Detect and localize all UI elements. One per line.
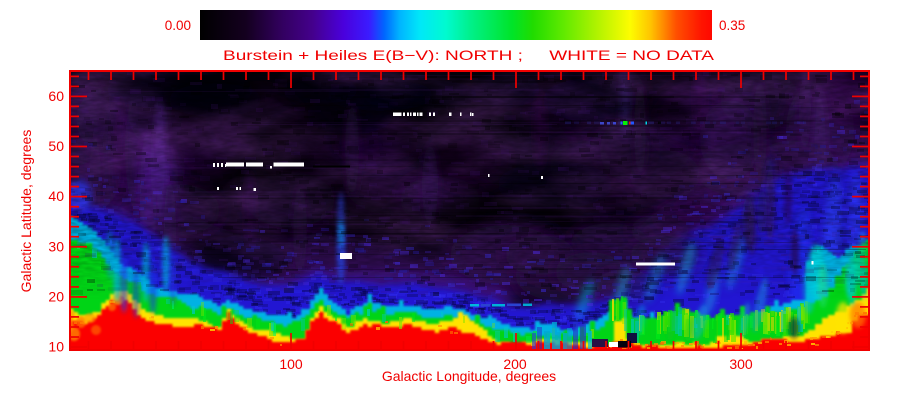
svg-text:40: 40: [48, 188, 64, 204]
svg-text:Galactic Latitude, degrees: Galactic Latitude, degrees: [18, 130, 34, 293]
svg-text:50: 50: [48, 138, 64, 154]
svg-text:20: 20: [48, 288, 64, 304]
svg-text:10: 10: [48, 339, 64, 355]
svg-text:30: 30: [48, 238, 64, 254]
svg-text:300: 300: [729, 356, 753, 372]
svg-text:0.00: 0.00: [165, 18, 191, 33]
svg-text:0.35: 0.35: [719, 18, 745, 33]
svg-text:200: 200: [503, 356, 527, 372]
svg-text:Galactic Longitude, degrees: Galactic Longitude, degrees: [382, 368, 556, 384]
svg-text:100: 100: [279, 356, 303, 372]
svg-text:60: 60: [48, 88, 64, 104]
svg-text:Burstein + Heiles E(B−V): NORT: Burstein + Heiles E(B−V): NORTH ; WHITE …: [223, 47, 715, 63]
